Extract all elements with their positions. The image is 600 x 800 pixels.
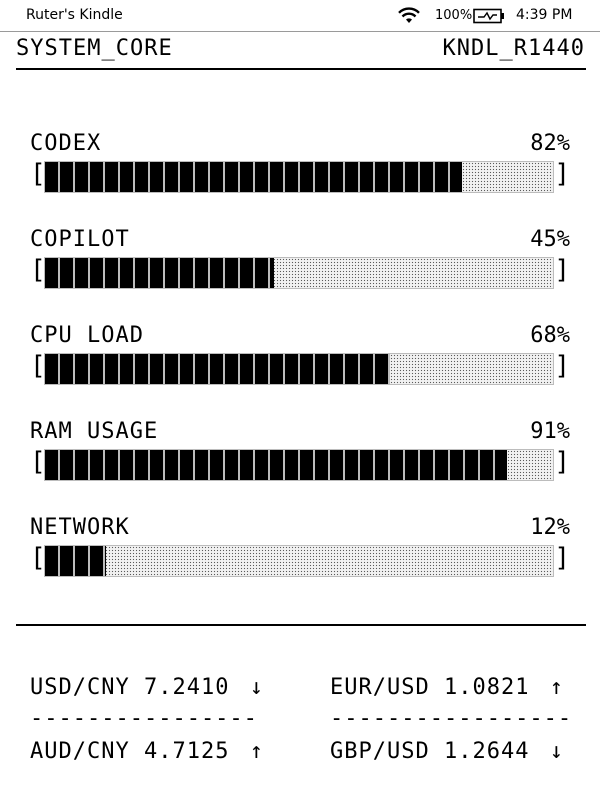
rate-value: 1.0821 <box>443 675 530 700</box>
separator-left: ---------------- <box>30 706 258 731</box>
bracket-open: [ <box>30 255 46 285</box>
battery-percent: 100% <box>435 8 473 23</box>
bracket-open: [ <box>30 351 46 381</box>
rate-value: 1.2644 <box>443 739 530 764</box>
progress-fill <box>45 258 274 288</box>
clock: 4:39 PM <box>516 7 573 23</box>
meter-label: NETWORK <box>30 515 130 540</box>
down-arrow-icon: ↓ <box>549 739 564 764</box>
meter-label: RAM USAGE <box>30 419 159 444</box>
progress-fill <box>45 162 462 192</box>
progress-track <box>44 353 554 385</box>
bracket-close: ] <box>554 447 570 477</box>
meter-percent: 82% <box>530 131 570 156</box>
rate-pair: EUR/USD <box>330 675 430 700</box>
rate-aud-cny: AUD/CNY 4.7125 ↑ <box>30 739 264 764</box>
progress-track <box>44 449 554 481</box>
meter-label: CODEX <box>30 131 102 156</box>
meter-ram-usage: RAM USAGE 91% [ ] <box>30 419 570 481</box>
meters-divider <box>16 624 586 626</box>
bracket-open: [ <box>30 447 46 477</box>
up-arrow-icon: ↑ <box>549 675 564 700</box>
progress-fill <box>45 354 391 384</box>
device-name: Ruter's Kindle <box>26 7 123 23</box>
meter-network: NETWORK 12% [ ] <box>30 515 570 577</box>
meter-percent: 45% <box>530 227 570 252</box>
system-title: SYSTEM_CORE <box>16 36 173 61</box>
rate-value: 4.7125 <box>143 739 230 764</box>
bracket-close: ] <box>554 255 570 285</box>
meter-percent: 68% <box>530 323 570 348</box>
bracket-open: [ <box>30 543 46 573</box>
meter-percent: 91% <box>530 419 570 444</box>
header-divider <box>16 68 586 70</box>
meter-label: CPU LOAD <box>30 323 144 348</box>
rate-value: 7.2410 <box>143 675 230 700</box>
down-arrow-icon: ↓ <box>249 675 264 700</box>
progress-fill <box>45 450 508 480</box>
meter-percent: 12% <box>530 515 570 540</box>
bracket-close: ] <box>554 543 570 573</box>
rate-pair: AUD/CNY <box>30 739 130 764</box>
meter-codex: CODEX 82% [ ] <box>30 131 570 193</box>
bracket-close: ] <box>554 159 570 189</box>
rate-pair: GBP/USD <box>330 739 430 764</box>
rate-pair: USD/CNY <box>30 675 130 700</box>
progress-fill <box>45 546 106 576</box>
meter-label: COPILOT <box>30 227 130 252</box>
bracket-close: ] <box>554 351 570 381</box>
progress-track <box>44 161 554 193</box>
battery-charging-icon <box>473 8 504 24</box>
meter-copilot: COPILOT 45% [ ] <box>30 227 570 289</box>
bracket-open: [ <box>30 159 46 189</box>
rate-gbp-usd: GBP/USD 1.2644 ↓ <box>330 739 564 764</box>
progress-track <box>44 545 554 577</box>
meter-cpu-load: CPU LOAD 68% [ ] <box>30 323 570 385</box>
wifi-icon <box>398 7 420 23</box>
up-arrow-icon: ↑ <box>249 739 264 764</box>
device-id: KNDL_R1440 <box>442 36 585 61</box>
separator-right: ----------------- <box>330 706 573 731</box>
status-bar: Ruter's Kindle 100% 4:39 PM <box>0 0 600 32</box>
rate-usd-cny: USD/CNY 7.2410 ↓ <box>30 675 264 700</box>
progress-track <box>44 257 554 289</box>
rate-eur-usd: EUR/USD 1.0821 ↑ <box>330 675 564 700</box>
